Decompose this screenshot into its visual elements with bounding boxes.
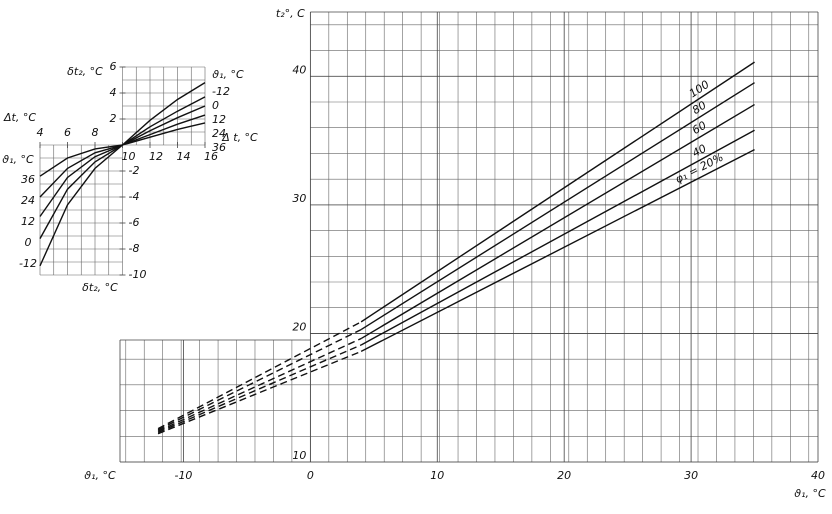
- series-label: 40: [690, 142, 709, 160]
- y-tick-label: 40: [292, 63, 306, 76]
- curve-segment: [360, 61, 755, 323]
- axis-title: ϑ₁, °C: [212, 68, 244, 81]
- axis-title: δt₂, °C: [82, 281, 118, 294]
- series-label: 0: [25, 236, 32, 249]
- curve-segment: [360, 148, 755, 353]
- curve-segment: [157, 321, 362, 430]
- y-tick-label: -8: [129, 242, 140, 255]
- x-tick-label: 10: [122, 150, 136, 163]
- x-tick-label: 8: [92, 126, 99, 139]
- y-tick-label: 30: [292, 192, 306, 205]
- x-tick-label: 12: [149, 150, 163, 163]
- x-tick-label: 6: [64, 126, 71, 139]
- x-tick-label: 30: [684, 469, 698, 482]
- x-tick-label: 0: [307, 469, 314, 482]
- x-tick-label: 20: [557, 469, 571, 482]
- y-tick-label: -4: [129, 190, 140, 203]
- axis-title: Δ t, °C: [221, 131, 258, 144]
- series-label: 36: [212, 141, 226, 154]
- x-tick-label: 4: [37, 126, 44, 139]
- axis-title: δt₂, °C: [67, 65, 103, 78]
- y-tick-label: 10: [292, 449, 306, 462]
- series-label: 12: [21, 215, 35, 228]
- x-axis-title: ϑ₁, °C: [84, 469, 116, 482]
- x-tick-label: 40: [811, 469, 825, 482]
- curve-segment: [360, 82, 755, 331]
- x-tick-label: 14: [177, 150, 191, 163]
- curve-segment: [157, 344, 362, 434]
- series-label: 100: [687, 78, 712, 100]
- y-tick-label: 20: [292, 320, 306, 333]
- curve-segment: [360, 103, 755, 340]
- y-tick-label: 4: [110, 86, 117, 99]
- series-label: 24: [212, 127, 226, 140]
- y-tick-label: -2: [129, 164, 140, 177]
- curve: [39, 122, 206, 177]
- y-tick-label: -10: [129, 268, 147, 281]
- series-label: 12: [212, 113, 226, 126]
- axis-title: Δt, °C: [3, 111, 36, 124]
- series-label: 80: [690, 99, 709, 117]
- curve-segment: [157, 337, 362, 432]
- series-label: -12: [19, 257, 37, 270]
- series-label: 60: [690, 119, 709, 137]
- y-tick-label: 6: [110, 60, 117, 73]
- y-tick-label: -6: [129, 216, 140, 229]
- series-label: 36: [21, 173, 35, 186]
- y-axis-title: t₂°, C: [276, 7, 305, 20]
- series-label: 0: [212, 99, 219, 112]
- y-tick-label: 2: [110, 112, 117, 125]
- series-label: 24: [21, 194, 35, 207]
- curve-segment: [360, 129, 755, 346]
- series-label: -12: [212, 85, 230, 98]
- x-tick-label: 16: [204, 150, 218, 163]
- x-axis-title: ϑ₁, °C: [794, 487, 826, 500]
- curve-segment: [157, 328, 362, 431]
- curve-segment: [157, 350, 362, 435]
- x-tick-label: -10: [174, 469, 192, 482]
- axis-title: ϑ₁, °C: [2, 153, 34, 166]
- x-tick-label: 10: [430, 469, 444, 482]
